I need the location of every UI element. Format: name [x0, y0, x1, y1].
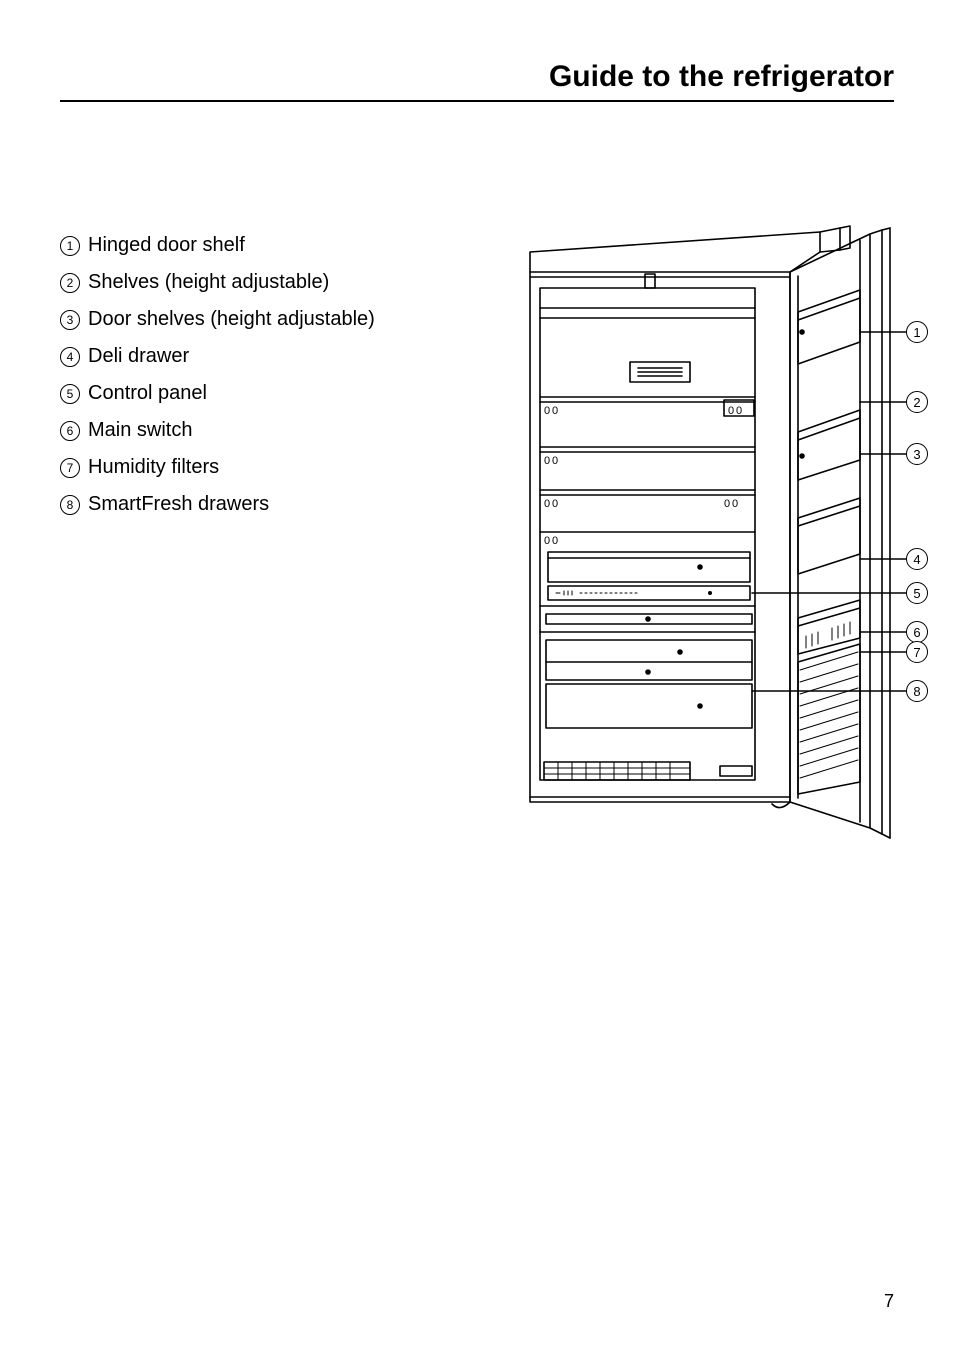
legend-item: 2 Shelves (height adjustable)	[60, 271, 490, 294]
legend-label: Deli drawer	[88, 345, 189, 368]
svg-text:0: 0	[544, 498, 550, 510]
callout-badge: 5	[906, 582, 928, 604]
page-number: 7	[884, 1291, 894, 1312]
callout-badge: 3	[906, 443, 928, 465]
page-title: Guide to the refrigerator	[60, 60, 894, 94]
svg-text:0: 0	[552, 405, 558, 417]
legend-label: Main switch	[88, 419, 192, 442]
title-rule	[60, 100, 894, 102]
legend-item: 3 Door shelves (height adjustable)	[60, 308, 490, 331]
legend-item: 4 Deli drawer	[60, 345, 490, 368]
legend-badge: 8	[60, 495, 80, 515]
page: Guide to the refrigerator 1 Hinged door …	[0, 0, 954, 1352]
legend-item: 1 Hinged door shelf	[60, 234, 490, 257]
svg-text:0: 0	[552, 455, 558, 467]
content-row: 1 Hinged door shelf 2 Shelves (height ad…	[60, 222, 894, 882]
callout-badge: 4	[906, 548, 928, 570]
legend-list: 1 Hinged door shelf 2 Shelves (height ad…	[60, 222, 490, 530]
legend-item: 5 Control panel	[60, 382, 490, 405]
legend-label: Door shelves (height adjustable)	[88, 308, 375, 331]
legend-label: Hinged door shelf	[88, 234, 245, 257]
refrigerator-diagram: 00 00 00 00 00	[520, 222, 940, 882]
legend-badge: 3	[60, 310, 80, 330]
legend-label: Control panel	[88, 382, 207, 405]
svg-text:0: 0	[544, 455, 550, 467]
legend-label: Shelves (height adjustable)	[88, 271, 329, 294]
callout-badge: 8	[906, 680, 928, 702]
legend-label: SmartFresh drawers	[88, 493, 269, 516]
legend-badge: 7	[60, 458, 80, 478]
svg-text:0: 0	[724, 498, 730, 510]
legend-item: 6 Main switch	[60, 419, 490, 442]
svg-text:0: 0	[732, 498, 738, 510]
legend-badge: 2	[60, 273, 80, 293]
svg-text:0: 0	[544, 405, 550, 417]
callout-badge: 2	[906, 391, 928, 413]
legend-badge: 1	[60, 236, 80, 256]
legend-item: 7 Humidity filters	[60, 456, 490, 479]
callout-badge: 7	[906, 641, 928, 663]
legend-badge: 4	[60, 347, 80, 367]
svg-text:0: 0	[544, 535, 550, 547]
callout-badge: 1	[906, 321, 928, 343]
callout-badge: 6	[906, 621, 928, 643]
legend-badge: 6	[60, 421, 80, 441]
legend-item: 8 SmartFresh drawers	[60, 493, 490, 516]
svg-text:0: 0	[552, 498, 558, 510]
svg-text:0: 0	[552, 535, 558, 547]
title-block: Guide to the refrigerator	[60, 60, 894, 94]
legend-badge: 5	[60, 384, 80, 404]
legend-label: Humidity filters	[88, 456, 219, 479]
